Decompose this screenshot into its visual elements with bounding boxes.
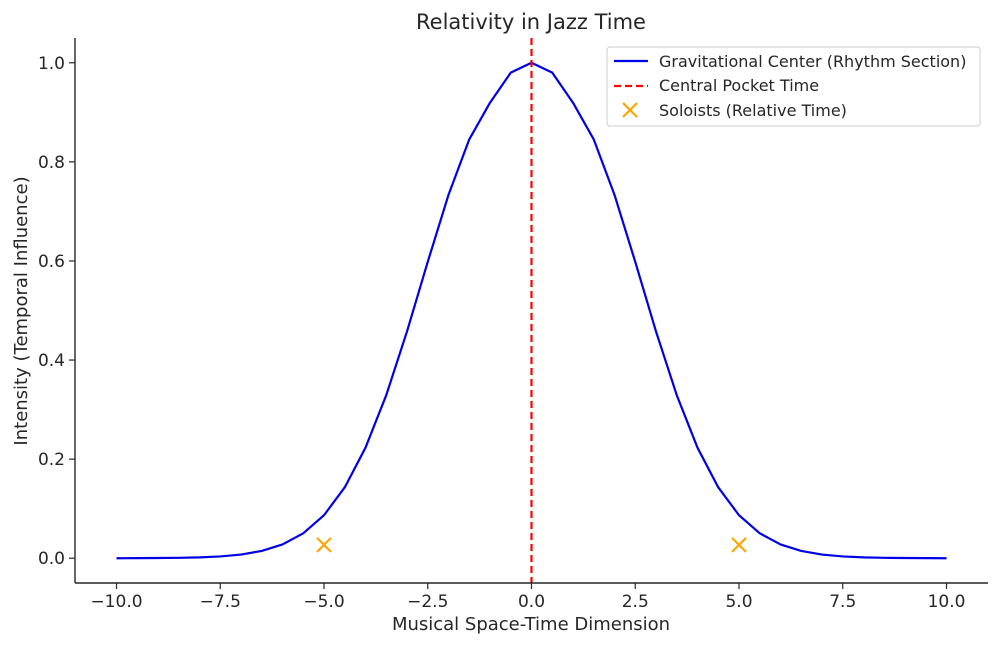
y-tick-label: 0.4 xyxy=(38,351,65,371)
legend-frame xyxy=(606,46,981,127)
legend-label-soloists: Soloists (Relative Time) xyxy=(659,101,847,120)
legend-label-central-pocket: Central Pocket Time xyxy=(659,76,819,95)
y-tick-label: 1.0 xyxy=(38,54,65,74)
x-tick-label: −5.0 xyxy=(303,592,344,612)
chart-title: Relativity in Jazz Time xyxy=(416,10,646,34)
y-tick-label: 0.8 xyxy=(38,153,65,173)
x-axis-label: Musical Space-Time Dimension xyxy=(392,614,670,635)
y-tick-label: 0.6 xyxy=(38,252,65,272)
legend-swatch-soloists xyxy=(622,102,638,118)
x-tick-label: 0.0 xyxy=(518,592,545,612)
x-tick-label: 10.0 xyxy=(928,592,966,612)
x-tick-label: 5.0 xyxy=(725,592,752,612)
y-axis-label: Intensity (Temporal Influence) xyxy=(11,176,32,445)
y-tick-label: 0.0 xyxy=(38,549,65,569)
x-tick-label: 2.5 xyxy=(622,592,649,612)
y-tick-label: 0.2 xyxy=(38,450,65,470)
legend-label-rhythm-section: Gravitational Center (Rhythm Section) xyxy=(659,52,966,71)
soloist-marker xyxy=(316,537,332,553)
plot-area xyxy=(116,38,947,583)
legend: Gravitational Center (Rhythm Section) Ce… xyxy=(606,46,981,127)
x-tick-label: −2.5 xyxy=(407,592,448,612)
x-tick-label: −7.5 xyxy=(200,592,241,612)
soloist-marker xyxy=(731,537,747,553)
x-tick-label: 7.5 xyxy=(829,592,856,612)
x-tick-label: −10.0 xyxy=(90,592,142,612)
axis-ticks: −10.0 −7.5 −5.0 −2.5 0.0 2.5 5.0 7.5 10.0 0.0 0.2 0… xyxy=(38,54,965,612)
